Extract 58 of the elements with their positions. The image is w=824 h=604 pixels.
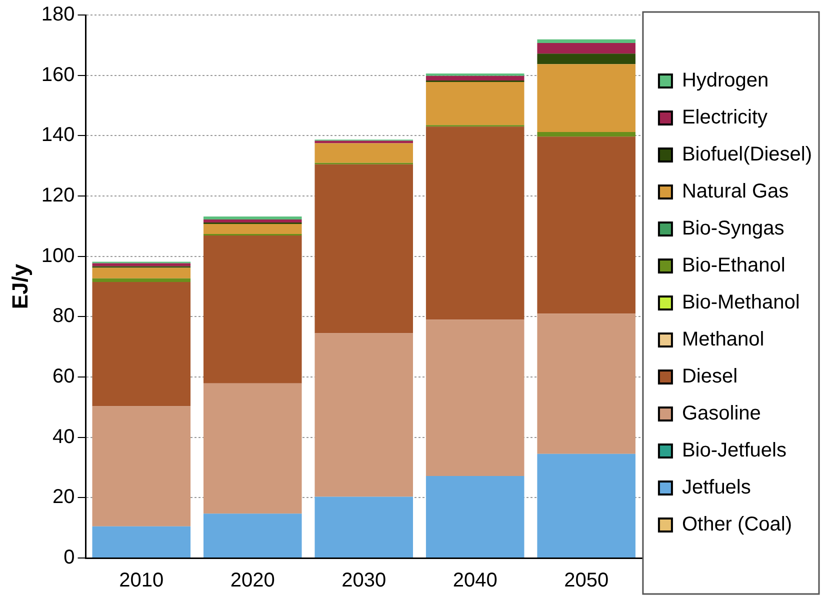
legend-label: Bio-Ethanol xyxy=(682,254,786,277)
bar xyxy=(203,236,302,384)
bar xyxy=(203,224,302,234)
legend-label: Gasoline xyxy=(682,402,761,425)
bar xyxy=(426,76,524,80)
bar xyxy=(92,406,191,526)
legend-label: Jetfuels xyxy=(682,476,751,499)
bar xyxy=(426,476,524,558)
y-tick-label: 20 xyxy=(52,486,75,508)
y-tick-label: 160 xyxy=(41,64,75,86)
bar xyxy=(314,164,413,334)
bar xyxy=(314,333,413,497)
bar xyxy=(92,282,191,406)
bar xyxy=(203,514,302,558)
x-tick-label: 2040 xyxy=(452,570,498,592)
legend-label: Bio-Syngas xyxy=(682,218,784,240)
legend-label: Electricity xyxy=(682,106,768,129)
legend-label: Methanol xyxy=(682,328,764,351)
x-tick-label: 2010 xyxy=(119,570,164,592)
bar xyxy=(203,220,302,223)
x-tick-label: 2030 xyxy=(342,570,386,592)
x-tick-label: 2050 xyxy=(564,570,609,592)
y-tick-label: 180 xyxy=(41,4,75,26)
bar xyxy=(203,216,302,220)
bar xyxy=(537,39,636,44)
bar xyxy=(537,64,636,132)
bar xyxy=(537,136,636,314)
legend-label: Bio-Jetfuels xyxy=(682,440,786,462)
bar xyxy=(92,526,191,558)
y-tick-label: 60 xyxy=(52,366,75,388)
bar xyxy=(537,314,636,454)
legend-label: Biofuel(Diesel) xyxy=(682,144,812,166)
bar xyxy=(537,132,636,137)
bar xyxy=(537,54,636,64)
legend-label: Diesel xyxy=(682,366,738,388)
legend-label: Bio-Methanol xyxy=(682,292,800,314)
y-tick-label: 40 xyxy=(52,426,75,448)
y-tick-label: 120 xyxy=(41,184,75,207)
y-tick-label: 80 xyxy=(52,305,75,328)
bar xyxy=(426,126,524,320)
y-tick-label: 100 xyxy=(41,244,75,267)
bar xyxy=(426,320,524,476)
bar xyxy=(426,82,524,126)
bar xyxy=(537,43,636,54)
bar xyxy=(203,383,302,514)
legend-label: Hydrogen xyxy=(682,70,769,92)
x-tick-label: 2020 xyxy=(230,570,275,592)
y-tick-label: 140 xyxy=(41,124,75,146)
bar xyxy=(92,278,191,282)
bar xyxy=(314,496,413,558)
y-tick-label: 0 xyxy=(64,546,75,569)
bar xyxy=(314,143,413,163)
legend-label: Other (Coal) xyxy=(682,514,792,536)
bar xyxy=(537,454,636,558)
legend-label: Natural Gas xyxy=(682,180,789,203)
bar xyxy=(92,263,191,266)
y-axis-title: EJ/y xyxy=(7,263,32,310)
bar xyxy=(92,268,191,278)
